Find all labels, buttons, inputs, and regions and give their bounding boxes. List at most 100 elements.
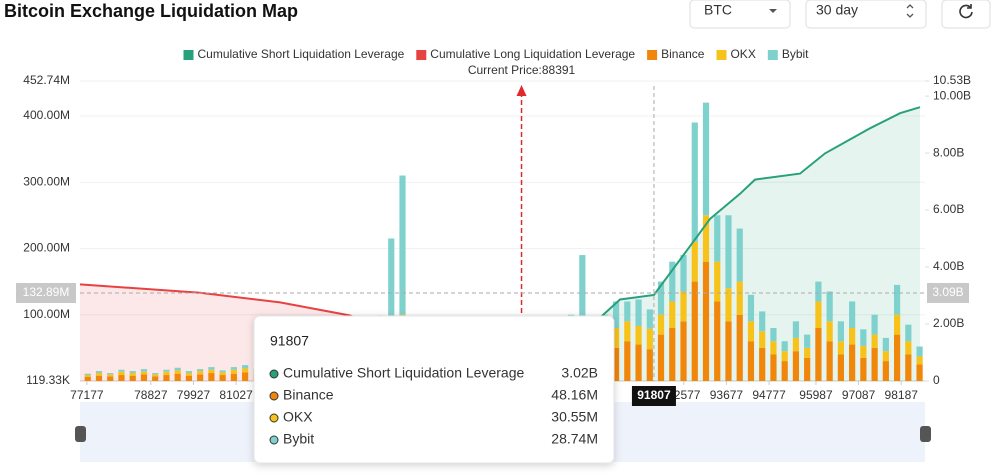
- bar-segment: [837, 321, 844, 342]
- bar-segment: [657, 314, 665, 335]
- bar-segment: [230, 373, 237, 381]
- bar-segment: [95, 375, 103, 381]
- bar-segment: [84, 377, 91, 381]
- crosshair-x-box: [631, 386, 676, 406]
- legend-label: Bybit: [782, 47, 809, 61]
- current-price-label: Current Price:88391: [468, 63, 576, 77]
- crosshair-x-label: 91807: [637, 388, 671, 402]
- bar-segment: [242, 372, 249, 381]
- bar-segment: [893, 284, 901, 315]
- bar-segment: [860, 329, 867, 346]
- bar-segment: [736, 228, 743, 282]
- bar-segment: [905, 324, 912, 342]
- bar-segment: [129, 371, 136, 374]
- x-tick-label: 98187: [885, 388, 919, 402]
- bar-segment: [669, 261, 676, 302]
- bar-segment: [815, 301, 822, 328]
- slider-handle[interactable]: [75, 426, 86, 442]
- bar-segment: [792, 351, 800, 381]
- slider-handle[interactable]: [920, 426, 931, 442]
- bar-segment: [657, 334, 665, 381]
- bar-segment: [118, 371, 125, 376]
- bar-segment: [680, 321, 687, 381]
- tooltip-label: Cumulative Short Liquidation Leverage: [283, 365, 524, 381]
- crosshair-y2-box: [927, 282, 969, 303]
- bar-segment: [612, 347, 620, 381]
- bar-segment: [815, 327, 822, 381]
- bar-segment: [107, 374, 114, 377]
- select-text: BTC: [704, 2, 732, 18]
- bar-segment: [219, 370, 226, 373]
- bar-segment: [893, 314, 901, 335]
- bar-segment: [163, 369, 170, 372]
- tooltip: 91807 Cumulative Short Liquidation Levera…: [253, 315, 615, 464]
- bar-segment: [792, 337, 800, 352]
- y2-tick-label: 4.00B: [933, 259, 964, 273]
- bar-segment: [702, 102, 710, 216]
- bar-segment: [916, 356, 923, 365]
- tooltip-box: [253, 315, 615, 464]
- bar-segment: [163, 371, 170, 376]
- bar-segment: [759, 311, 766, 332]
- bar-segment: [770, 354, 777, 381]
- bar-segment: [219, 372, 226, 376]
- y2-tick-label: 10.53B: [933, 73, 971, 87]
- bar-segment: [691, 281, 698, 381]
- bar-segment: [691, 241, 698, 282]
- chart-title: Bitcoin Exchange Liquidation Map: [4, 1, 298, 21]
- bar-segment: [747, 341, 755, 381]
- tooltip-dot: [269, 391, 279, 401]
- legend-swatch: [183, 50, 194, 60]
- tooltip-dot: [269, 435, 279, 445]
- bar-segment: [646, 349, 653, 381]
- bar-segment: [860, 357, 867, 381]
- bar-segment: [399, 175, 406, 315]
- tooltip-label: OKX: [283, 409, 313, 425]
- bar-segment: [804, 347, 811, 358]
- bar-segment: [680, 255, 687, 292]
- legend-swatch: [767, 50, 778, 60]
- bar-segment: [837, 354, 844, 381]
- refresh-button[interactable]: [941, 0, 991, 29]
- bar-segment: [657, 281, 665, 315]
- bar-segment: [905, 341, 912, 355]
- legend-label: Binance: [661, 47, 705, 61]
- tooltip-value: 28.74M: [551, 431, 598, 447]
- x-tick-label: 94777: [752, 388, 786, 402]
- x-tick-label: 95987: [799, 388, 833, 402]
- bar-segment: [871, 314, 878, 335]
- bar-segment: [388, 238, 395, 338]
- bar-segment: [759, 347, 766, 381]
- bar-segment: [129, 373, 136, 376]
- bar-segment: [770, 341, 777, 355]
- y-tick-label: 400.00M: [23, 108, 70, 122]
- bar-segment: [624, 321, 631, 342]
- bar-segment: [916, 346, 923, 357]
- y-tick-label: 452.74M: [23, 73, 70, 87]
- bar-segment: [612, 301, 620, 328]
- bar-segment: [646, 328, 653, 350]
- bar-segment: [174, 370, 181, 374]
- legend-item: Bybit: [767, 47, 809, 61]
- legend-item: OKX: [716, 47, 756, 61]
- symbol-select[interactable]: BTC: [689, 0, 791, 29]
- bar-segment: [736, 314, 743, 381]
- select-box[interactable]: [689, 0, 791, 29]
- bar-segment: [815, 281, 822, 302]
- bar-segment: [781, 341, 788, 352]
- line: [520, 106, 921, 380]
- select-box[interactable]: [805, 0, 927, 29]
- bar-segment: [702, 215, 710, 262]
- bar-segment: [781, 351, 788, 362]
- bar-segment: [95, 371, 103, 374]
- bar-segment: [152, 374, 159, 377]
- range-select[interactable]: 30 day: [805, 0, 927, 29]
- y2-tick-label: 8.00B: [933, 145, 964, 159]
- bar-segment: [635, 344, 642, 381]
- bar-segment: [612, 327, 620, 348]
- y-tick-label: 200.00M: [23, 241, 70, 255]
- bar-segment: [905, 354, 912, 381]
- button-box[interactable]: [941, 0, 991, 29]
- bar-segment: [871, 347, 878, 381]
